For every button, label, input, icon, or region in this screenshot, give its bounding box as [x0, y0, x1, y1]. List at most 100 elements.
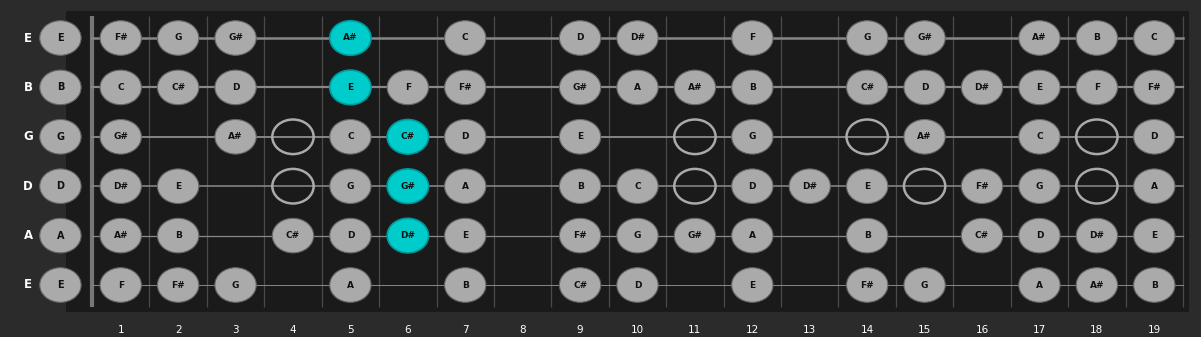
- Text: E: E: [58, 280, 64, 290]
- Text: A: A: [1036, 280, 1042, 289]
- Text: E: E: [865, 182, 871, 191]
- Text: 9: 9: [576, 326, 584, 335]
- Ellipse shape: [40, 21, 82, 55]
- Text: C#: C#: [286, 231, 300, 240]
- Ellipse shape: [847, 218, 888, 253]
- Ellipse shape: [100, 268, 142, 302]
- Ellipse shape: [330, 70, 371, 105]
- Text: D#: D#: [631, 33, 645, 42]
- Text: 18: 18: [1091, 326, 1104, 335]
- Text: B: B: [56, 83, 64, 92]
- Text: A#: A#: [1089, 280, 1104, 289]
- Ellipse shape: [731, 70, 773, 105]
- Text: A: A: [461, 182, 468, 191]
- Text: G: G: [864, 33, 871, 42]
- Ellipse shape: [100, 70, 142, 105]
- Ellipse shape: [444, 21, 486, 55]
- Text: G: G: [634, 231, 641, 240]
- Ellipse shape: [1018, 169, 1060, 204]
- Text: C: C: [118, 83, 124, 92]
- Ellipse shape: [1018, 120, 1060, 154]
- Text: E: E: [347, 83, 353, 92]
- Ellipse shape: [1018, 21, 1060, 55]
- Text: B: B: [749, 83, 755, 92]
- Text: E: E: [175, 182, 181, 191]
- Text: E: E: [24, 31, 32, 44]
- Text: 6: 6: [405, 326, 411, 335]
- Text: G: G: [347, 182, 354, 191]
- Text: 14: 14: [861, 326, 874, 335]
- Text: D: D: [921, 83, 928, 92]
- Text: B: B: [24, 81, 32, 94]
- Ellipse shape: [617, 21, 658, 55]
- Ellipse shape: [847, 268, 888, 302]
- Text: E: E: [749, 280, 755, 289]
- Text: F#: F#: [1147, 83, 1161, 92]
- Ellipse shape: [904, 21, 945, 55]
- Ellipse shape: [40, 70, 82, 105]
- Text: G: G: [23, 130, 32, 143]
- Text: F: F: [749, 33, 755, 42]
- Text: 2: 2: [175, 326, 181, 335]
- Text: G#: G#: [228, 33, 243, 42]
- Ellipse shape: [1134, 218, 1175, 253]
- Text: G#: G#: [687, 231, 703, 240]
- Ellipse shape: [215, 21, 256, 55]
- Text: A: A: [749, 231, 755, 240]
- Text: A#: A#: [688, 83, 703, 92]
- Text: G: G: [1035, 182, 1044, 191]
- Ellipse shape: [387, 169, 429, 204]
- Text: C#: C#: [860, 83, 874, 92]
- Ellipse shape: [330, 21, 371, 55]
- Text: F#: F#: [172, 280, 185, 289]
- Ellipse shape: [560, 70, 600, 105]
- Ellipse shape: [157, 169, 199, 204]
- Text: D#: D#: [974, 83, 990, 92]
- Ellipse shape: [1134, 21, 1175, 55]
- Ellipse shape: [731, 169, 773, 204]
- Ellipse shape: [560, 21, 600, 55]
- Text: C: C: [1151, 33, 1158, 42]
- Ellipse shape: [157, 268, 199, 302]
- Text: D: D: [576, 33, 584, 42]
- Ellipse shape: [1076, 268, 1118, 302]
- Ellipse shape: [40, 120, 82, 154]
- Ellipse shape: [847, 21, 888, 55]
- Text: E: E: [576, 132, 584, 141]
- Ellipse shape: [560, 268, 600, 302]
- Ellipse shape: [444, 268, 486, 302]
- Ellipse shape: [444, 218, 486, 253]
- Text: 7: 7: [462, 326, 468, 335]
- Ellipse shape: [1134, 120, 1175, 154]
- Text: E: E: [1036, 83, 1042, 92]
- Ellipse shape: [215, 268, 256, 302]
- Text: C#: C#: [401, 132, 414, 141]
- Text: D: D: [634, 280, 641, 289]
- Ellipse shape: [100, 120, 142, 154]
- Text: 1: 1: [118, 326, 124, 335]
- Text: F: F: [405, 83, 411, 92]
- Text: F#: F#: [860, 280, 874, 289]
- Ellipse shape: [560, 120, 600, 154]
- Text: F#: F#: [975, 182, 988, 191]
- Ellipse shape: [904, 120, 945, 154]
- Text: A#: A#: [343, 33, 358, 42]
- Text: G#: G#: [918, 33, 932, 42]
- Text: D: D: [1151, 132, 1158, 141]
- Text: C#: C#: [573, 280, 587, 289]
- Ellipse shape: [215, 70, 256, 105]
- Text: C: C: [462, 33, 468, 42]
- Ellipse shape: [617, 70, 658, 105]
- Text: E: E: [58, 33, 64, 43]
- Ellipse shape: [387, 120, 429, 154]
- Ellipse shape: [100, 218, 142, 253]
- Text: 11: 11: [688, 326, 701, 335]
- Ellipse shape: [157, 70, 199, 105]
- Text: F: F: [1094, 83, 1100, 92]
- Ellipse shape: [273, 218, 313, 253]
- Ellipse shape: [215, 120, 256, 154]
- Ellipse shape: [961, 70, 1003, 105]
- Ellipse shape: [100, 21, 142, 55]
- Text: B: B: [864, 231, 871, 240]
- Ellipse shape: [330, 120, 371, 154]
